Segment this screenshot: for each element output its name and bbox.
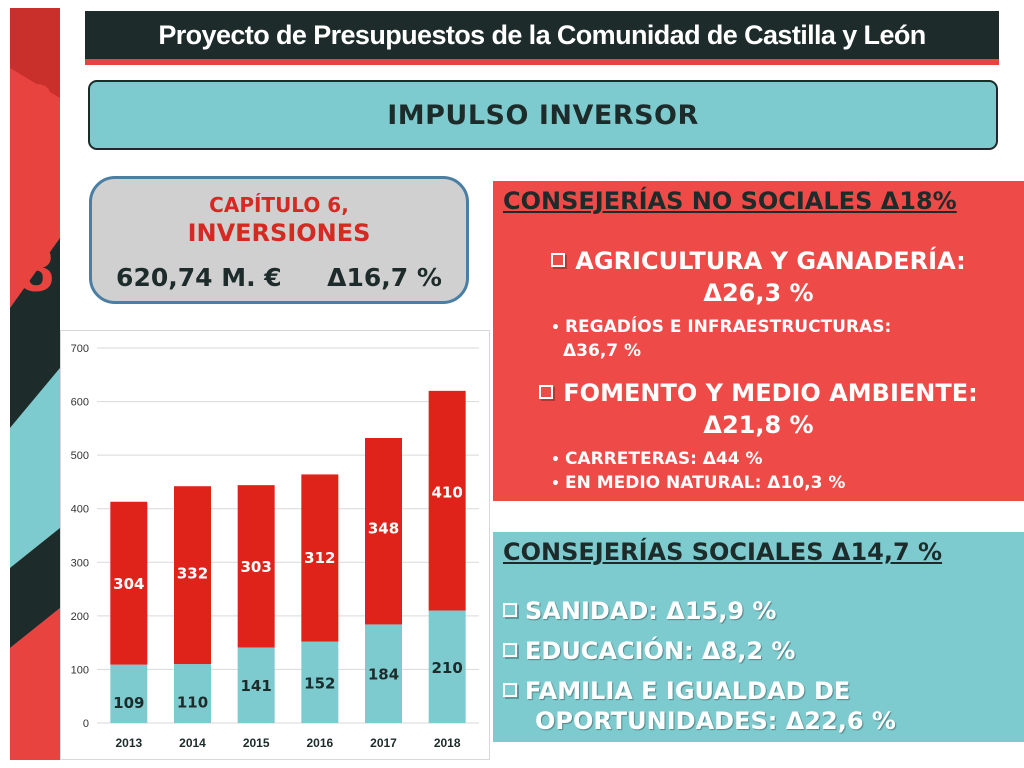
x-tick-label: 2014	[179, 736, 206, 750]
bullet-dot-icon: •	[551, 452, 560, 468]
bar-segment-lower	[301, 641, 339, 723]
agricultura-label: AGRICULTURA Y GANADERÍA:	[575, 247, 966, 275]
bar-segment-lower	[428, 610, 466, 723]
sanidad-line: SANIDAD: Δ15,9 %	[503, 596, 776, 626]
checkbox-bullet-icon	[503, 683, 517, 697]
sociales-title: CONSEJERÍAS SOCIALES Δ14,7 %	[503, 538, 943, 566]
year-digit-3: 1	[18, 179, 54, 251]
no-sociales-panel: CONSEJERÍAS NO SOCIALES Δ18% AGRICULTURA…	[493, 181, 1024, 501]
capitulo-amount: 620,74 M. €	[116, 263, 282, 292]
capitulo-summary-box: CAPÍTULO 6, INVERSIONES 620,74 M. € Δ16,…	[89, 176, 469, 304]
checkbox-bullet-icon	[503, 643, 517, 657]
y-tick-label: 400	[71, 504, 89, 516]
x-tick-label: 2016	[306, 736, 333, 750]
y-tick-label: 500	[71, 450, 89, 462]
capitulo-label: CAPÍTULO 6,	[209, 193, 349, 217]
data-label-lower: 109	[113, 694, 144, 712]
sociales-panel: CONSEJERÍAS SOCIALES Δ14,7 % SANIDAD: Δ1…	[493, 532, 1024, 742]
data-label-upper: 304	[113, 575, 144, 593]
x-tick-label: 2018	[434, 736, 461, 750]
investment-chart: 0 100 200 300 400 500 600 700 109 304 2013 110 332 20…	[60, 330, 490, 760]
bullet-dot-icon: •	[551, 476, 560, 492]
bar-segment-lower	[365, 624, 402, 723]
regadios-line: • REGADÍOS E INFRAESTRUCTURAS:	[551, 315, 891, 340]
data-label-lower: 141	[241, 677, 272, 695]
bullet-dot-icon: •	[551, 320, 560, 336]
data-label-upper: 312	[304, 549, 335, 567]
sanidad-label: SANIDAD: Δ15,9 %	[525, 597, 777, 625]
capitulo-amount-line: 620,74 M. € Δ16,7 %	[92, 263, 466, 292]
side-decoration: 2 0 1 8	[10, 8, 60, 760]
medio-natural-line: • EN MEDIO NATURAL: Δ10,3 %	[551, 471, 845, 496]
bar-segment-upper	[365, 438, 402, 625]
fomento-line: FOMENTO Y MEDIO AMBIENTE:	[493, 377, 1024, 409]
bar-segment-upper	[301, 474, 339, 642]
bar-segment-upper	[428, 390, 466, 611]
regadios-label: REGADÍOS E INFRAESTRUCTURAS:	[564, 317, 892, 337]
y-tick-label: 600	[71, 397, 89, 409]
data-label-upper: 348	[368, 519, 399, 537]
bar-segment-lower	[237, 647, 275, 723]
y-tick-label: 0	[83, 718, 89, 730]
no-sociales-title: CONSEJERÍAS NO SOCIALES Δ18%	[503, 187, 957, 215]
checkbox-bullet-icon	[551, 253, 566, 267]
side-shapes	[10, 8, 60, 760]
fomento-label: FOMENTO Y MEDIO AMBIENTE:	[563, 379, 978, 407]
bar-segment-lower	[174, 664, 211, 723]
capitulo-delta: Δ16,7 %	[327, 263, 442, 292]
x-tick-label: 2017	[370, 736, 397, 750]
regadios-delta: Δ36,7 %	[563, 341, 642, 361]
y-tick-label: 700	[71, 343, 89, 355]
checkbox-bullet-icon	[539, 385, 554, 399]
header-underline	[85, 59, 999, 65]
data-label-upper: 332	[177, 564, 208, 582]
bar-segment-upper	[237, 485, 275, 648]
page-header: Proyecto de Presupuestos de la Comunidad…	[85, 11, 999, 59]
familia-label: FAMILIA E IGUALDAD DE	[525, 677, 851, 705]
data-label-upper: 410	[432, 484, 463, 502]
bar-segment-lower	[110, 664, 148, 723]
y-tick-label: 300	[71, 557, 89, 569]
data-label-lower: 210	[432, 659, 463, 677]
agricultura-line: AGRICULTURA Y GANADERÍA:	[493, 245, 1024, 277]
section-banner: IMPULSO INVERSOR	[88, 80, 998, 150]
educacion-line: EDUCACIÓN: Δ8,2 %	[503, 636, 795, 666]
bar-segment-upper	[174, 486, 211, 665]
medio-natural-label: EN MEDIO NATURAL: Δ10,3 %	[564, 473, 846, 493]
educacion-label: EDUCACIÓN: Δ8,2 %	[525, 637, 796, 665]
year-digit-2: 0	[18, 125, 54, 197]
carreteras-label: CARRETERAS: Δ44 %	[564, 449, 763, 469]
data-label-lower: 110	[177, 694, 208, 712]
year-digit-1: 2	[18, 71, 54, 143]
checkbox-bullet-icon	[503, 603, 517, 617]
data-label-upper: 303	[241, 558, 272, 576]
data-label-lower: 152	[304, 674, 335, 692]
x-tick-label: 2015	[243, 736, 270, 750]
familia-delta: OPORTUNIDADES: Δ22,6 %	[535, 707, 896, 735]
agricultura-delta: Δ26,3 %	[703, 279, 814, 307]
y-tick-label: 100	[71, 664, 89, 676]
familia-line: FAMILIA E IGUALDAD DE	[503, 676, 850, 706]
capitulo-subtitle: INVERSIONES	[187, 219, 371, 247]
x-tick-label: 2013	[115, 736, 142, 750]
chart-svg: 0 100 200 300 400 500 600 700 109 304 2013 110 332 20…	[71, 343, 479, 750]
fomento-delta: Δ21,8 %	[703, 411, 814, 439]
year-digit-4: 8	[18, 233, 54, 305]
data-label-lower: 184	[368, 666, 399, 684]
bar-segment-upper	[110, 501, 148, 665]
carreteras-line: • CARRETERAS: Δ44 %	[551, 447, 763, 472]
y-tick-label: 200	[71, 611, 89, 623]
